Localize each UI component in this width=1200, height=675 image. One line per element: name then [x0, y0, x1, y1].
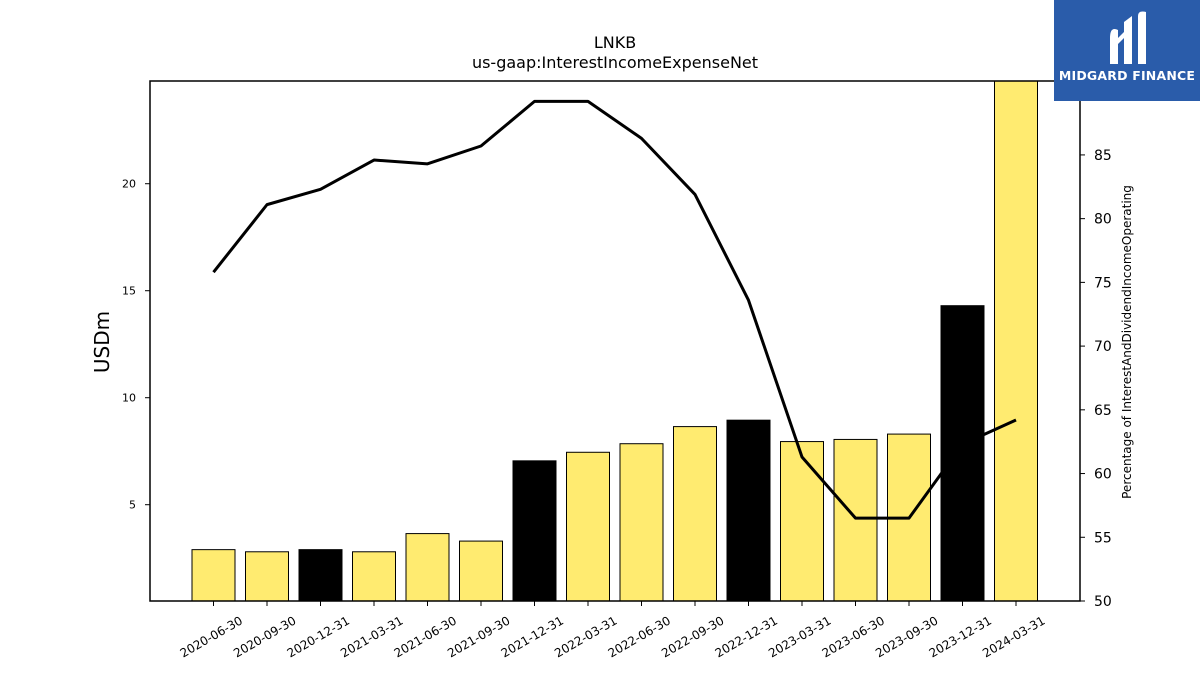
y2-tick-label: 70: [1094, 339, 1112, 355]
brand-logo-text: MIDGARD FINANCE: [1058, 68, 1196, 83]
y-tick-label: 15: [122, 285, 136, 298]
y-tick-label: 5: [129, 499, 136, 512]
bar: [566, 451, 610, 601]
plot-frame: [149, 80, 1081, 602]
y-tick-label: 10: [122, 392, 136, 405]
y2-tick-label: 65: [1094, 403, 1112, 419]
bar: [352, 551, 396, 601]
y-tick-label: 20: [122, 178, 136, 191]
bar: [512, 460, 557, 601]
y2-tick-label: 75: [1094, 275, 1112, 291]
bar: [940, 305, 985, 601]
plot-area: 510152050556065707580852020-06-302020-09…: [122, 80, 1112, 660]
bar: [191, 549, 236, 601]
y-axis-label: USDm: [90, 311, 114, 373]
bar: [726, 419, 771, 601]
series-line: [212, 99, 1017, 520]
y2-tick-label: 50: [1094, 594, 1112, 610]
bar: [298, 549, 343, 601]
bar: [780, 441, 824, 601]
chart-title: LNKB: [594, 33, 636, 52]
bar: [673, 426, 717, 601]
bar: [994, 81, 1038, 601]
y2-tick-label: 55: [1094, 530, 1112, 546]
brand-logo: MIDGARD FINANCE: [1054, 0, 1200, 101]
bar: [833, 438, 878, 601]
bar: [459, 540, 503, 601]
y2-tick-label: 80: [1094, 212, 1112, 228]
bar: [405, 533, 450, 601]
chart-subtitle: us-gaap:InterestIncomeExpenseNet: [472, 53, 758, 72]
y2-tick-label: 85: [1094, 148, 1112, 164]
y2-tick-label: 60: [1094, 467, 1112, 483]
bar: [245, 551, 289, 601]
y2-axis-label: Percentage of InterestAndDividendIncomeO…: [1120, 185, 1134, 499]
bar: [619, 443, 664, 601]
midgard-logo-icon: [1110, 11, 1146, 64]
